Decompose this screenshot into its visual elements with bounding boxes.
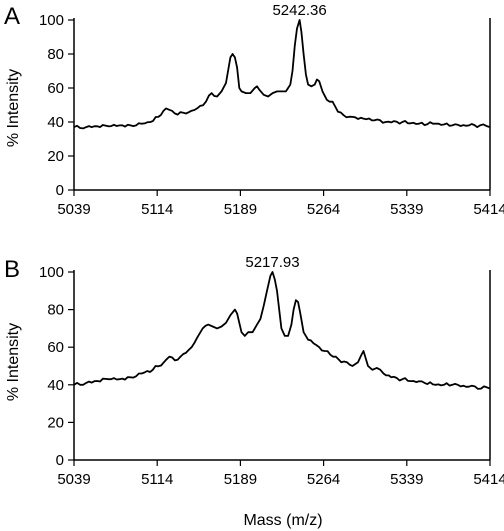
panel-b-marks: 5217.93: [73, 254, 491, 390]
panel-b-letter: B: [4, 256, 20, 283]
panel-a-y-axis-label: % Intensity: [5, 69, 22, 147]
panel-a-x-tick-label: 5414: [473, 201, 504, 218]
panel-b-y-tick-label: 100: [39, 264, 64, 281]
panel-b-y-tick-label: 0: [56, 452, 64, 469]
panel-a-axes: 0 20 40 60 80 100 5039 5114 5189 5264 5339 5414: [39, 12, 504, 218]
panel-a-y-tick-label: 100: [39, 12, 64, 29]
panel-b-y-tick-label: 60: [47, 339, 64, 356]
panel-b-x-tick-label: 5189: [224, 471, 257, 488]
panel-b-peak-label: 5217.93: [245, 254, 299, 271]
panel-b-x-tick-label: 5414: [473, 471, 504, 488]
panel-a-x-tick-label: 5114: [141, 201, 173, 218]
panel-a-y-tick-label: 0: [56, 182, 64, 199]
panel-b-spectrum-line: [73, 271, 491, 390]
panel-b-y-axis-label: % Intensity: [5, 323, 22, 401]
panel-a-marks: 5242.36: [73, 2, 491, 130]
panel-b-y-tick-label: 80: [47, 302, 64, 319]
panel-b: B 0 20 40 60 80 100 5039 5114 5189 5264 5339 5414 5…: [4, 254, 504, 488]
panel-a-x-tick-label: 5339: [390, 201, 423, 218]
panel-b-axes: 0 20 40 60 80 100 5039 5114 5189 5264 5339 5414: [39, 264, 504, 488]
panel-a: A 0 20 40 60 80 100 5039 5114 5189 5264 5339 5414 5…: [4, 2, 504, 218]
panel-b-y-tick-label: 20: [47, 414, 64, 431]
panel-a-x-tick-label: 5189: [224, 201, 257, 218]
panel-a-letter: A: [4, 3, 20, 30]
panel-b-x-tick-label: 5264: [307, 471, 340, 488]
panel-b-x-tick-label: 5039: [57, 471, 90, 488]
shared-x-axis-label: Mass (m/z): [243, 512, 322, 529]
panel-b-x-tick-label: 5339: [390, 471, 423, 488]
panel-a-y-tick-label: 20: [47, 148, 64, 165]
panel-a-peak-label: 5242.36: [272, 2, 326, 19]
panel-b-y-tick-label: 40: [47, 377, 64, 394]
panel-a-spectrum-line: [73, 19, 491, 130]
panel-b-x-tick-label: 5114: [141, 471, 173, 488]
panel-a-y-tick-label: 60: [47, 80, 64, 97]
panel-a-x-tick-label: 5039: [57, 201, 90, 218]
panel-a-x-tick-label: 5264: [307, 201, 340, 218]
panel-a-y-tick-label: 40: [47, 114, 64, 131]
panel-a-y-tick-label: 80: [47, 46, 64, 63]
